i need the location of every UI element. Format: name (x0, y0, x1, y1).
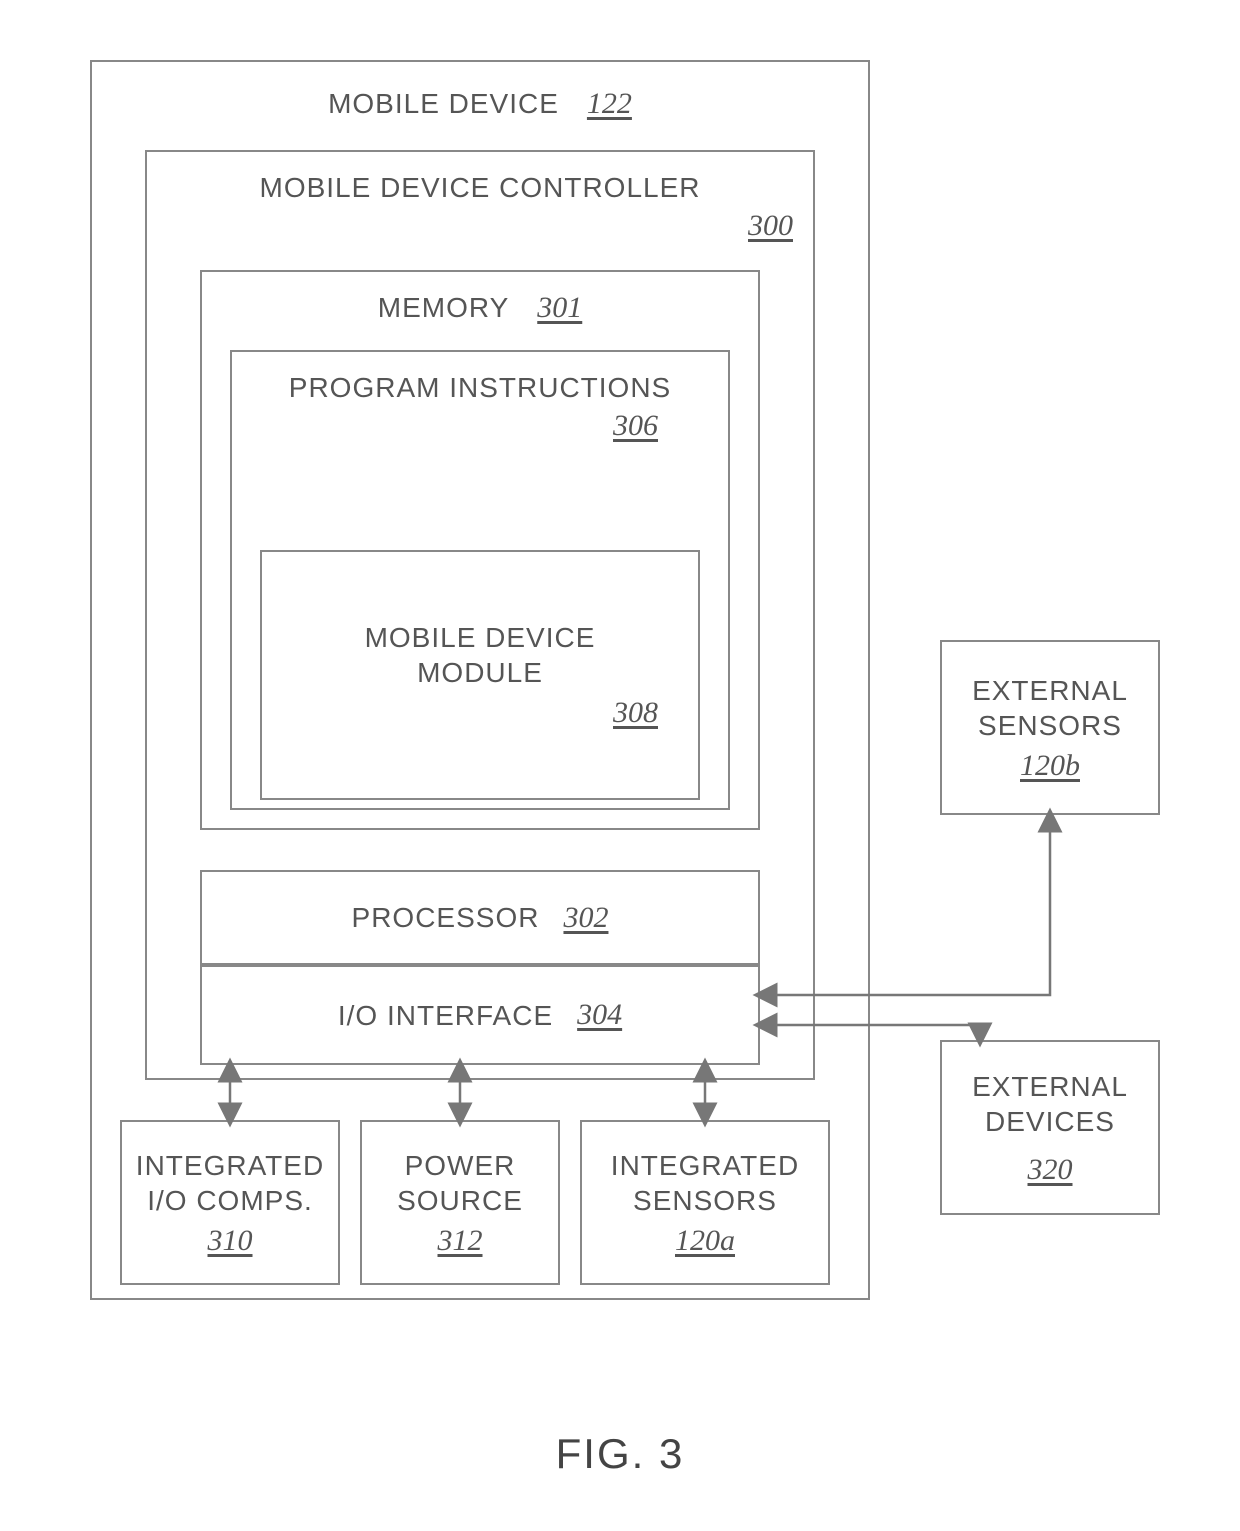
figure-caption: FIG. 3 (0, 1430, 1240, 1478)
ref-controller: 300 (748, 209, 793, 243)
label-external-devices: EXTERNAL DEVICES (972, 1069, 1128, 1139)
label-controller: MOBILE DEVICE CONTROLLER (260, 170, 701, 205)
ref-mobile-device: 122 (587, 87, 632, 121)
ref-io-interface: 304 (577, 998, 622, 1032)
label-memory: MEMORY (378, 290, 510, 325)
ref-integrated-sensors: 120a (675, 1224, 735, 1258)
ref-power-source: 312 (438, 1224, 483, 1258)
block-external-sensors: EXTERNAL SENSORS 120b (940, 640, 1160, 815)
label-external-sensors: EXTERNAL SENSORS (972, 673, 1128, 743)
ref-mobile-device-module: 308 (613, 696, 658, 730)
label-program-instructions: PROGRAM INSTRUCTIONS (289, 370, 671, 405)
label-integrated-io-comps: INTEGRATED I/O COMPS. (136, 1148, 324, 1218)
block-io-interface: I/O INTERFACE 304 (200, 965, 760, 1065)
label-processor: PROCESSOR (352, 900, 540, 935)
ref-program-instructions: 306 (613, 409, 658, 443)
label-mobile-device-module: MOBILE DEVICE MODULE (365, 620, 596, 690)
label-integrated-sensors: INTEGRATED SENSORS (611, 1148, 799, 1218)
label-io-interface: I/O INTERFACE (338, 998, 553, 1033)
block-mobile-device-module: MOBILE DEVICE MODULE 308 (260, 550, 700, 800)
label-power-source: POWER SOURCE (397, 1148, 523, 1218)
label-mobile-device: MOBILE DEVICE (328, 86, 559, 121)
ref-external-sensors: 120b (1020, 749, 1080, 783)
block-processor: PROCESSOR 302 (200, 870, 760, 965)
block-external-devices: EXTERNAL DEVICES 320 (940, 1040, 1160, 1215)
ref-processor: 302 (563, 901, 608, 935)
block-integrated-io-comps: INTEGRATED I/O COMPS. 310 (120, 1120, 340, 1285)
ref-memory: 301 (537, 291, 582, 325)
ref-integrated-io-comps: 310 (208, 1224, 253, 1258)
block-power-source: POWER SOURCE 312 (360, 1120, 560, 1285)
diagram-canvas: MOBILE DEVICE 122 MOBILE DEVICE CONTROLL… (90, 60, 1170, 1340)
block-integrated-sensors: INTEGRATED SENSORS 120a (580, 1120, 830, 1285)
ref-external-devices: 320 (1028, 1153, 1073, 1187)
